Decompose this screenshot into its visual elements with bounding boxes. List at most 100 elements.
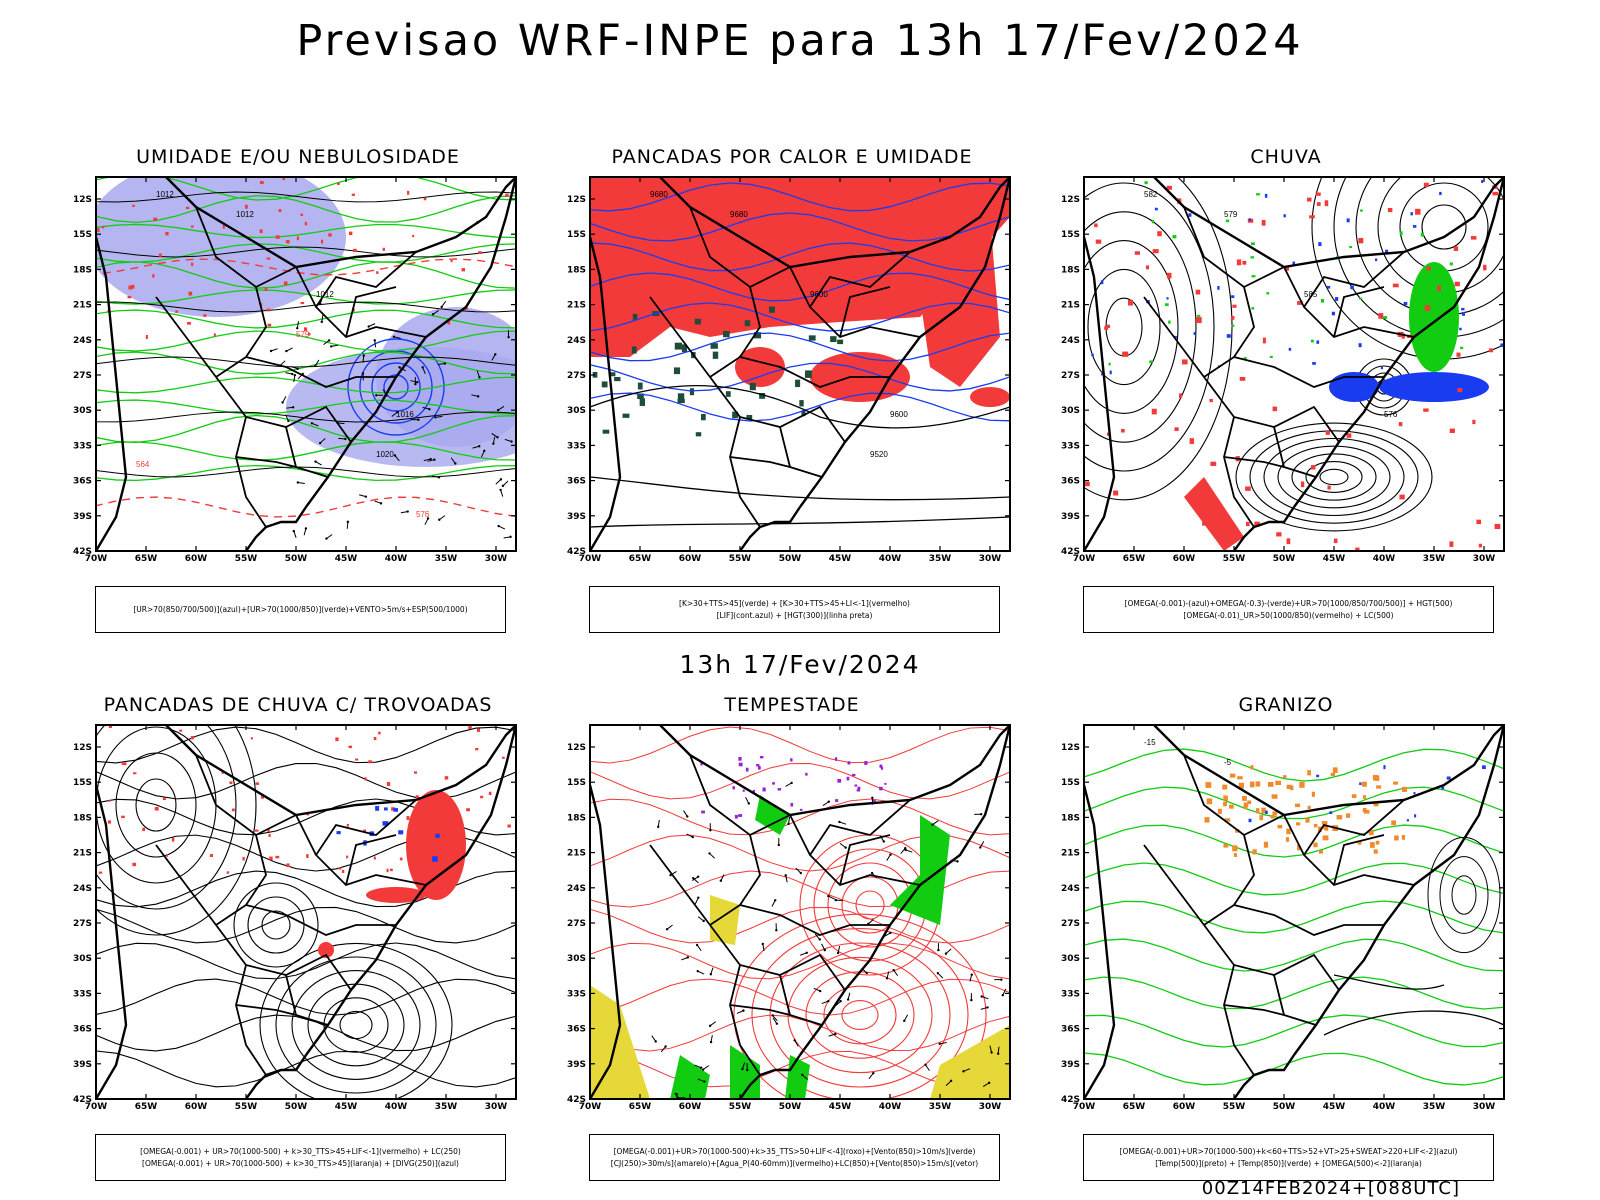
lat-tick-label: 21S xyxy=(567,849,586,859)
lat-tick-label: 15S xyxy=(73,230,92,240)
contour-label: 585 xyxy=(1304,290,1318,299)
lat-tick-label: 39S xyxy=(73,512,92,522)
lat-tick-label: 33S xyxy=(1061,441,1080,451)
lat-tick-label: 39S xyxy=(567,512,586,522)
legend-line: [OMEGA(-0.001)-(azul)+OMEGA(-0.3)-(verde… xyxy=(1124,598,1453,608)
contour-label: 579 xyxy=(1224,210,1238,219)
legend-line: [Temp(500)](preto) + [Temp(850)](verde) … xyxy=(1155,1158,1422,1168)
lat-tick-label: 27S xyxy=(1061,919,1080,929)
lat-tick-label: 15S xyxy=(1061,778,1080,788)
legend-line: [OMEGA(-0.001) + UR>70(1000-500) + k>30_… xyxy=(140,1146,461,1156)
lat-tick-label: 36S xyxy=(567,1025,586,1035)
lat-tick-label: 15S xyxy=(567,230,586,240)
lat-tick-label: 30S xyxy=(567,954,586,964)
lat-tick-label: 27S xyxy=(73,919,92,929)
forecast-map: 582 579 585 576 12S 15S 18S 21S 24S 27S 30S 33S 36S 3… xyxy=(1061,176,1505,564)
lon-tick-label: 60W xyxy=(1173,1102,1196,1112)
lat-tick-label: 18S xyxy=(567,813,586,823)
lon-tick-label: 55W xyxy=(235,1102,258,1112)
legend-line: [CJ(250)>30m/s](amarelo)+[Agua_P(40-60mm… xyxy=(610,1158,979,1168)
lat-tick-label: 27S xyxy=(567,371,586,381)
legend-box: [OMEGA(-0.001)-(azul)+OMEGA(-0.3)-(verde… xyxy=(1083,586,1494,633)
lat-tick-label: 36S xyxy=(1061,477,1080,487)
lon-tick-label: 50W xyxy=(779,1102,802,1112)
lon-tick-label: 55W xyxy=(1223,554,1246,564)
forecast-map: -15 -5 12S 15S 18S 21S 24S 27S 30S 33S 36S 39S 42S70… xyxy=(1061,724,1505,1112)
lon-tick-label: 45W xyxy=(829,1102,852,1112)
lon-tick-label: 65W xyxy=(1123,1102,1146,1112)
lat-tick-label: 42S xyxy=(73,1095,92,1105)
lon-tick-label: 60W xyxy=(679,1102,702,1112)
legend-line: [OMEGA(-0.001)+UR>70(1000-500)+k<60+TTS>… xyxy=(1119,1146,1458,1156)
lat-tick-label: 18S xyxy=(1061,265,1080,275)
lat-tick-label: 36S xyxy=(567,477,586,487)
lon-tick-label: 45W xyxy=(829,554,852,564)
contour-label: 576 xyxy=(1384,410,1398,419)
legend-line: [LIF](cont.azul) + [HGT(300)](linha pret… xyxy=(716,610,873,620)
lat-tick-label: 12S xyxy=(73,743,92,753)
contour-label: 1012 xyxy=(156,190,174,199)
legend-line: [K>30+TTS>45](verde) + [K>30+TTS>45+LI<-… xyxy=(679,598,910,608)
lat-tick-label: 39S xyxy=(1061,512,1080,522)
lon-tick-label: 45W xyxy=(335,554,358,564)
lon-tick-label: 65W xyxy=(629,1102,652,1112)
lon-tick-label: 45W xyxy=(1323,1102,1346,1112)
contour-label: 9680 xyxy=(650,190,668,199)
lat-tick-label: 12S xyxy=(73,195,92,205)
lat-tick-label: 21S xyxy=(73,849,92,859)
legend-line: [OMEGA(-0.01)_UR>50(1000/850)(vermelho) … xyxy=(1183,610,1394,620)
lat-tick-label: 30S xyxy=(73,954,92,964)
lat-tick-label: 42S xyxy=(567,1095,586,1105)
lon-tick-label: 60W xyxy=(185,1102,208,1112)
lon-tick-label: 50W xyxy=(285,554,308,564)
lon-tick-label: 30W xyxy=(1473,1102,1496,1112)
lat-tick-label: 30S xyxy=(1061,954,1080,964)
map-panel-2: PANCADAS POR CALOR E UMIDADE 9680 9680 9600… xyxy=(552,146,1032,636)
panel-title: PANCADAS DE CHUVA C/ TROVOADAS xyxy=(103,694,493,716)
map-panel-1: UMIDADE E/OU NEBULOSIDADE 1012 1012 1012 101… xyxy=(58,146,538,636)
map-panel-5: TEMPESTADE 12S 15S 18S 21S 24S 27S 30S 33S 36S 39S… xyxy=(552,694,1032,1184)
lon-tick-label: 35W xyxy=(929,1102,952,1112)
lon-tick-label: 35W xyxy=(435,1102,458,1112)
lon-tick-label: 40W xyxy=(385,554,408,564)
lon-tick-label: 45W xyxy=(1323,554,1346,564)
map-panel-3: CHUVA 582 579 585 576 12S 15S 18S 21S 24S 27S 30S 33… xyxy=(1046,146,1526,636)
lat-tick-label: 33S xyxy=(1061,989,1080,999)
legend-box: [OMEGA(-0.001)+UR>70(1000-500)+k>35_TTS>… xyxy=(589,1134,1000,1181)
lat-tick-label: 18S xyxy=(567,265,586,275)
contour-label: 579 xyxy=(296,330,310,339)
lon-tick-label: 55W xyxy=(235,554,258,564)
lat-tick-label: 33S xyxy=(567,989,586,999)
forecast-map: 1012 1012 1012 1016 1020 576 579 564 12S 15S 18S 21… xyxy=(73,176,517,564)
lon-tick-label: 65W xyxy=(135,1102,158,1112)
legend-line: [OMEGA(-0.001) + UR>70(1000-500) + k>30_… xyxy=(142,1158,459,1168)
contour-label: 1020 xyxy=(376,450,394,459)
lat-tick-label: 24S xyxy=(73,336,92,346)
contour-label: 582 xyxy=(1144,190,1158,199)
lon-tick-label: 40W xyxy=(1373,1102,1396,1112)
lat-tick-label: 24S xyxy=(567,884,586,894)
panel-title: PANCADAS POR CALOR E UMIDADE xyxy=(611,146,973,168)
map-panel-4: PANCADAS DE CHUVA C/ TROVOADAS 12S 15S 18S 2… xyxy=(58,694,538,1184)
legend-box: [OMEGA(-0.001)+UR>70(1000-500)+k<60+TTS>… xyxy=(1083,1134,1494,1181)
lat-tick-label: 42S xyxy=(1061,547,1080,557)
lon-tick-label: 50W xyxy=(1273,554,1296,564)
lat-tick-label: 30S xyxy=(567,406,586,416)
lon-tick-label: 35W xyxy=(1423,1102,1446,1112)
lat-tick-label: 33S xyxy=(567,441,586,451)
lon-tick-label: 30W xyxy=(979,554,1002,564)
lat-tick-label: 27S xyxy=(1061,371,1080,381)
lon-tick-label: 30W xyxy=(1473,554,1496,564)
contour-label: 576 xyxy=(416,510,430,519)
contour-label: 1012 xyxy=(236,210,254,219)
lat-tick-label: 39S xyxy=(1061,1060,1080,1070)
lon-tick-label: 45W xyxy=(335,1102,358,1112)
main-title: Previsao WRF-INPE para 13h 17/Fev/2024 xyxy=(296,16,1304,66)
panel-title: GRANIZO xyxy=(1238,694,1334,716)
forecast-map: 9680 9680 9600 9600 9520 12S 15S 18S 21S 24S 27S 30… xyxy=(567,176,1011,564)
lon-tick-label: 30W xyxy=(979,1102,1002,1112)
lat-tick-label: 36S xyxy=(73,477,92,487)
lon-tick-label: 60W xyxy=(185,554,208,564)
lon-tick-label: 60W xyxy=(1173,554,1196,564)
